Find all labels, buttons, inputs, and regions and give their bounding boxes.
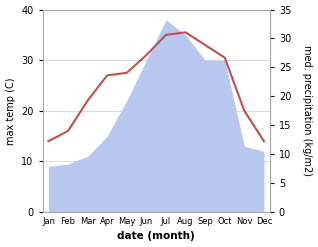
Y-axis label: max temp (C): max temp (C)	[5, 77, 16, 144]
Y-axis label: med. precipitation (kg/m2): med. precipitation (kg/m2)	[302, 45, 313, 176]
X-axis label: date (month): date (month)	[117, 231, 195, 242]
